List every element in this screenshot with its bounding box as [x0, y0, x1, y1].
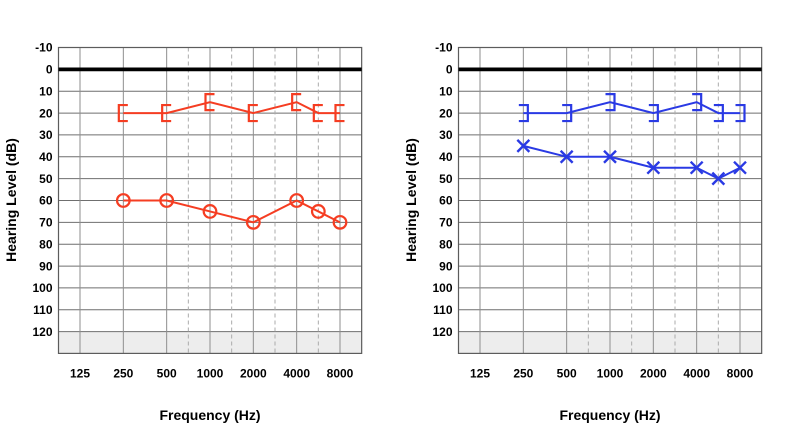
audiogram-chart-left-ear: -10 0 10 20 30 40 50 60 70 80 90 100 110 120 125 250 500…	[403, 41, 763, 423]
air-conduction-left-ear-x-symbol	[516, 139, 531, 153]
tick-label-layer: -10 0 10 20 30 40 50 60 70 80 90 100 110 120 125 250 500…	[32, 41, 353, 381]
plot-border	[57, 46, 363, 354]
y-tick-label: 60	[439, 194, 453, 208]
y-tick-label: 80	[439, 237, 453, 251]
air-conduction-right-ear-circle-symbol	[289, 193, 305, 208]
x-tick-label: 8000	[327, 367, 354, 381]
audiogram-chart-right-ear: -10 0 10 20 30 40 50 60 70 80 90 100 110 120 125 250 500…	[3, 41, 363, 423]
x-tick-label: 250	[113, 367, 133, 381]
air-conduction-right-ear-circle-symbol	[159, 193, 175, 208]
air-conduction-right-ear-circle-symbol	[245, 214, 261, 230]
x-tick-label: 2000	[240, 367, 267, 381]
series-layer	[115, 93, 348, 230]
bone-conduction-masked-right-ear-bracket-symbol	[161, 103, 172, 123]
air-conduction-right-ear-circle-symbol	[332, 214, 348, 230]
y-axis-title: Hearing Level (dB)	[3, 138, 19, 262]
bone-conduction-masked-right-ear-line	[123, 101, 340, 115]
air-conduction-right-ear-circle-symbol	[310, 204, 326, 219]
y-tick-label: 60	[39, 194, 53, 208]
bone-conduction-masked-left-ear-bracket-symbol	[692, 93, 703, 112]
x-axis-title: Frequency (Hz)	[559, 407, 660, 423]
bone-conduction-masked-left-ear-bracket-symbol	[648, 103, 659, 123]
y-tick-label: 30	[439, 128, 453, 142]
x-tick-label: 4000	[283, 367, 310, 381]
bone-conduction-masked-left-ear-bracket-symbol	[713, 103, 724, 123]
x-tick-label: 500	[557, 367, 577, 381]
x-tick-label: 8000	[727, 367, 754, 381]
x-tick-label: 250	[513, 367, 533, 381]
audiogram-panel-left-ear: -10 0 10 20 30 40 50 60 70 80 90 100 110 120 125 250 500…	[400, 0, 800, 436]
bone-conduction-masked-left-ear-bracket-symbol	[735, 103, 746, 123]
y-tick-label: 120	[32, 325, 52, 339]
air-conduction-left-ear-x-symbol	[711, 171, 726, 186]
y-tick-label: 90	[439, 259, 453, 273]
air-conduction-right-ear-circle-symbol	[115, 193, 131, 208]
air-conduction-left-ear-x-symbol	[733, 160, 747, 175]
bone-conduction-masked-right-ear-bracket-symbol	[334, 103, 345, 123]
bone-conduction-masked-left-ear-bracket-symbol	[518, 103, 529, 123]
x-axis-title: Frequency (Hz)	[159, 407, 260, 423]
air-conduction-left-ear-x-symbol	[559, 149, 574, 164]
x-tick-label: 125	[70, 367, 90, 381]
bone-conduction-masked-left-ear-line	[523, 101, 740, 115]
air-conduction-left-ear-x-symbol	[603, 149, 617, 164]
bone-conduction-masked-right-ear-bracket-symbol	[117, 103, 128, 123]
y-tick-label: 70	[439, 216, 453, 230]
y-tick-label: 50	[39, 172, 53, 186]
y-tick-label: 90	[39, 259, 53, 273]
air-conduction-right-ear-circle-symbol	[202, 204, 218, 219]
x-tick-label: 1000	[197, 367, 224, 381]
air-conduction-right-ear-line	[123, 199, 341, 224]
bone-conduction-masked-left-ear-bracket-symbol	[562, 103, 573, 123]
y-tick-label: 10	[439, 84, 453, 98]
y-tick-label: 40	[439, 150, 453, 164]
y-tick-label: 20	[439, 106, 453, 120]
y-tick-label: 110	[433, 303, 453, 317]
audiogram-panel-right-ear: -10 0 10 20 30 40 50 60 70 80 90 100 110 120 125 250 500…	[3, 41, 363, 423]
y-tick-label: 100	[432, 281, 452, 295]
air-conduction-left-ear-x-symbol	[646, 160, 661, 175]
bone-conduction-masked-right-ear-bracket-symbol	[312, 103, 323, 123]
bone-conduction-masked-right-ear-bracket-symbol	[247, 103, 258, 123]
y-tick-label: 80	[39, 237, 53, 251]
bone-conduction-masked-right-ear-bracket-symbol	[204, 93, 215, 112]
x-tick-label: 125	[470, 367, 490, 381]
grid-layer	[57, 46, 363, 354]
series-layer	[516, 93, 747, 186]
y-tick-label: 70	[39, 216, 53, 230]
y-tick-label: -10	[35, 41, 53, 55]
y-tick-label: 30	[39, 128, 53, 142]
tick-label-layer: -10 0 10 20 30 40 50 60 70 80 90 100 110 120 125 250 500…	[432, 41, 753, 381]
y-tick-label: 0	[446, 63, 453, 77]
x-tick-label: 4000	[683, 367, 710, 381]
y-axis-title: Hearing Level (dB)	[403, 138, 419, 262]
x-tick-label: 1000	[597, 367, 624, 381]
y-tick-label: 50	[439, 172, 453, 186]
plot-border	[457, 46, 763, 354]
air-conduction-left-ear-x-symbol	[689, 160, 704, 175]
bone-conduction-masked-right-ear-bracket-symbol	[291, 93, 302, 112]
grid-layer	[457, 46, 763, 354]
y-tick-label: 20	[39, 106, 53, 120]
y-tick-label: 110	[33, 303, 53, 317]
y-tick-label: 10	[39, 84, 53, 98]
bone-conduction-masked-left-ear-bracket-symbol	[605, 93, 616, 112]
x-tick-label: 500	[157, 367, 177, 381]
y-tick-label: -10	[435, 41, 453, 55]
y-tick-label: 120	[432, 325, 452, 339]
y-tick-label: 40	[39, 150, 53, 164]
y-tick-label: 0	[46, 63, 53, 77]
x-tick-label: 2000	[640, 367, 667, 381]
y-tick-label: 100	[32, 281, 52, 295]
